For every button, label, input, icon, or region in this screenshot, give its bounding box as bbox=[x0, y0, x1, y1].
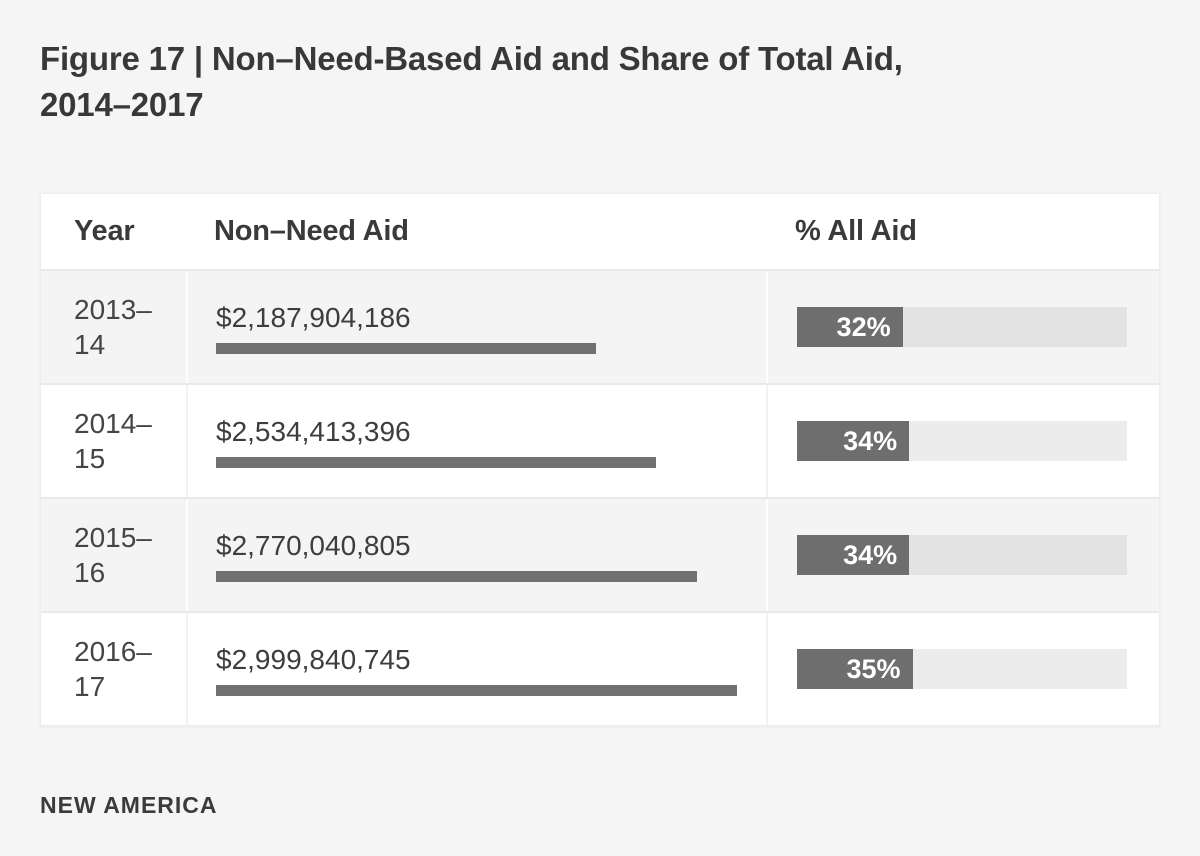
year-label: 2016–17 bbox=[74, 636, 152, 702]
pct-all-aid-cell: 35% bbox=[766, 613, 1159, 725]
col-header-non-need-aid: Non–Need Aid bbox=[214, 215, 409, 247]
figure-title: Figure 17 | Non–Need-Based Aid and Share… bbox=[40, 36, 1160, 128]
pct-all-aid-cell: 32% bbox=[766, 271, 1159, 383]
year-label: 2013–14 bbox=[74, 294, 152, 360]
non-need-aid-cell: $2,770,040,805 bbox=[186, 499, 766, 611]
pct-label: 34% bbox=[843, 539, 898, 570]
table-row: 2014–15 $2,534,413,396 34% bbox=[41, 383, 1159, 497]
pct-label: 34% bbox=[843, 425, 898, 456]
non-need-aid-amount: $2,999,840,745 bbox=[216, 643, 411, 675]
table-row: 2013–14 $2,187,904,186 32% bbox=[41, 269, 1159, 383]
aid-table: Year Non–Need Aid % All Aid 2013–14 $2,1… bbox=[40, 193, 1160, 726]
pct-label: 35% bbox=[846, 653, 901, 684]
pct-bar-fill: 32% bbox=[797, 307, 903, 347]
figure-title-line1: Figure 17 | Non–Need-Based Aid and Share… bbox=[40, 40, 903, 77]
pct-all-aid-cell: 34% bbox=[766, 499, 1159, 611]
non-need-aid-cell: $2,534,413,396 bbox=[186, 385, 766, 497]
figure-title-line2: 2014–2017 bbox=[40, 86, 204, 123]
non-need-aid-amount: $2,534,413,396 bbox=[216, 415, 411, 447]
table-row: 2015–16 $2,770,040,805 34% bbox=[41, 497, 1159, 611]
non-need-aid-bar bbox=[216, 456, 656, 468]
table-header-row: Year Non–Need Aid % All Aid bbox=[41, 194, 1159, 269]
table-row: 2016–17 $2,999,840,745 35% bbox=[41, 611, 1159, 725]
non-need-aid-cell: $2,999,840,745 bbox=[186, 613, 766, 725]
non-need-aid-amount: $2,770,040,805 bbox=[216, 529, 411, 561]
non-need-aid-bar bbox=[216, 342, 596, 354]
year-label: 2015–16 bbox=[74, 522, 152, 588]
pct-bar-fill: 34% bbox=[797, 535, 910, 575]
pct-bar-track: 34% bbox=[797, 421, 1127, 461]
pct-label: 32% bbox=[836, 311, 891, 342]
non-need-aid-cell: $2,187,904,186 bbox=[186, 271, 766, 383]
year-cell: 2015–16 bbox=[41, 499, 186, 611]
year-label: 2014–15 bbox=[74, 408, 152, 474]
new-america-logo: NEW AMERICA bbox=[40, 792, 218, 818]
pct-bar-fill: 35% bbox=[797, 649, 913, 689]
non-need-aid-amount: $2,187,904,186 bbox=[216, 301, 411, 333]
figure-page: Figure 17 | Non–Need-Based Aid and Share… bbox=[0, 36, 1200, 856]
pct-bar-track: 32% bbox=[797, 307, 1127, 347]
year-cell: 2016–17 bbox=[41, 613, 186, 725]
col-header-pct-all-aid: % All Aid bbox=[795, 215, 917, 247]
pct-bar-track: 35% bbox=[797, 649, 1127, 689]
col-header-year: Year bbox=[74, 215, 135, 247]
pct-bar-track: 34% bbox=[797, 535, 1127, 575]
pct-all-aid-cell: 34% bbox=[766, 385, 1159, 497]
pct-bar-fill: 34% bbox=[797, 421, 910, 461]
year-cell: 2014–15 bbox=[41, 385, 186, 497]
non-need-aid-bar bbox=[216, 684, 737, 696]
non-need-aid-bar bbox=[216, 570, 697, 582]
year-cell: 2013–14 bbox=[41, 271, 186, 383]
